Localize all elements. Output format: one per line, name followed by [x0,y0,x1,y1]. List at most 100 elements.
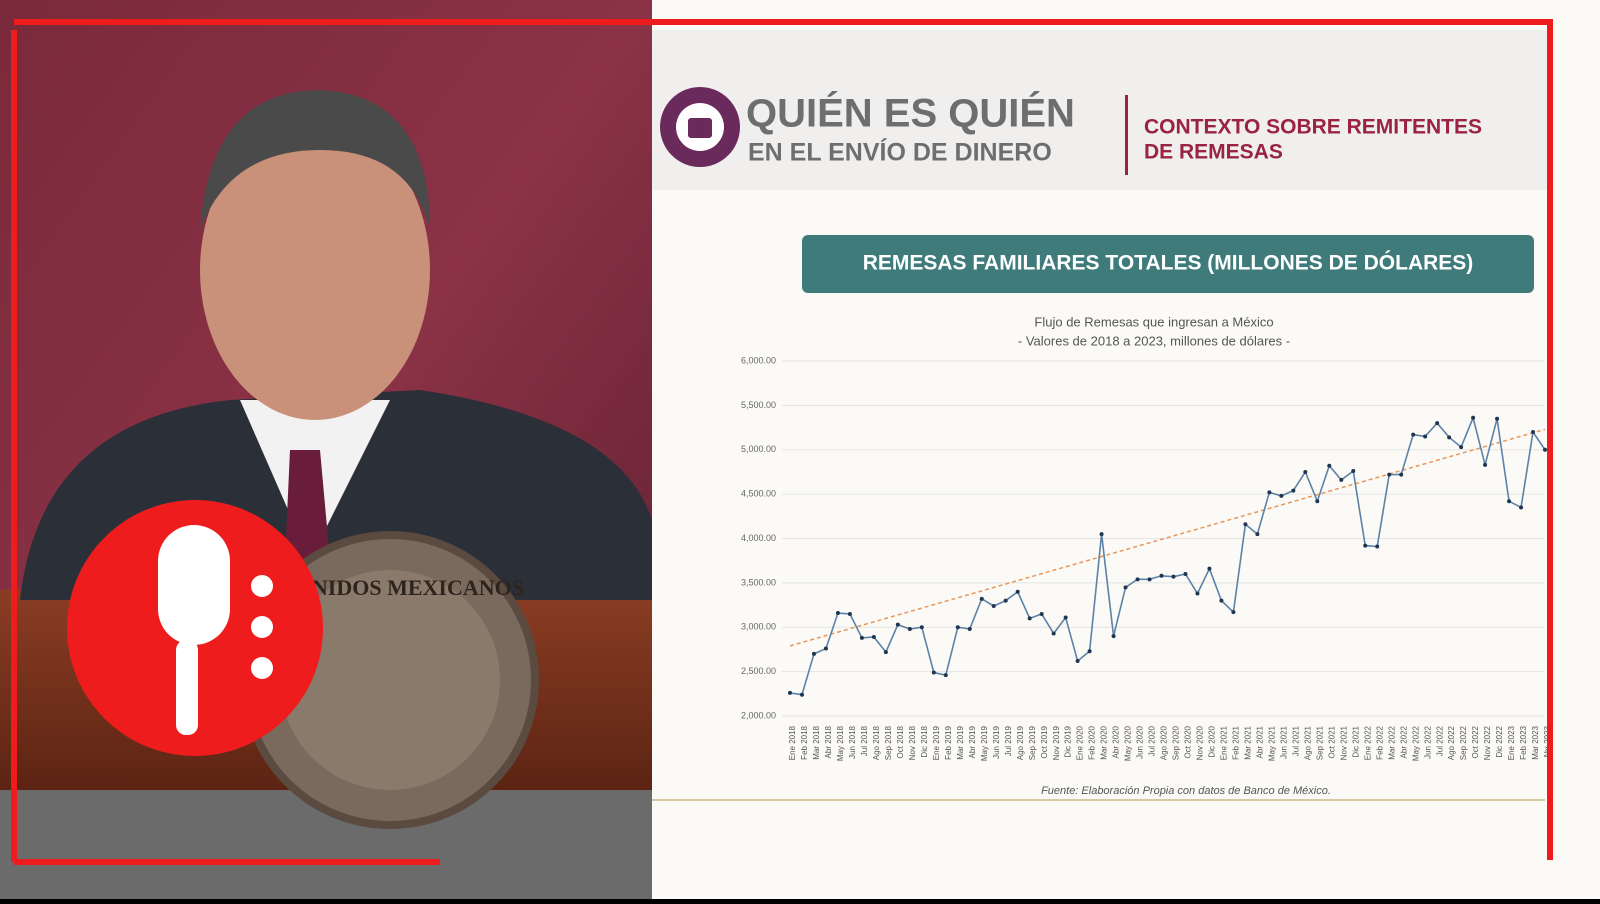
x-tick-label: Feb 2019 [944,725,953,759]
x-tick-label: Oct 2022 [1471,725,1480,758]
x-tick-label: Jun 2020 [1136,725,1145,758]
data-point [1531,430,1536,434]
x-tick-label: Abr 2020 [1112,725,1121,758]
tie [285,450,330,580]
data-point [1303,469,1308,474]
banner [802,235,1534,293]
x-tick-label: Oct 2020 [1184,725,1193,758]
x-tick-label: Mar 2022 [1387,725,1396,759]
y-tick-label: 4,000.00 [741,533,776,543]
x-tick-label: Jun 2021 [1279,725,1288,758]
frame [11,19,1553,865]
data-point [788,690,792,695]
x-tick-label: Mar 2023 [1531,725,1540,759]
header-subtitle: EN EL ENVÍO DE DINERO [748,138,1052,167]
data-point [1147,577,1152,582]
data-point [883,650,888,655]
data-point [1327,463,1332,468]
data-point [919,625,924,630]
x-tick-label: Abr 2018 [824,725,833,758]
data-point [1255,532,1260,537]
banner-text: REMESAS FAMILIARES TOTALES (MILLONES DE … [863,251,1474,275]
x-tick-label: Jun 2022 [1423,725,1432,758]
header-title: QUIÉN ES QUIÉN [746,91,1075,136]
x-tick-label: Ene 2021 [1220,725,1229,760]
data-point [811,651,816,656]
data-point [1375,544,1380,549]
data-point [1351,469,1356,474]
data-point [835,611,840,616]
x-tick-label: Ene 2020 [1076,725,1085,760]
x-tick-label: Jul 2020 [1148,725,1157,756]
x-tick-label: Nov 2019 [1052,725,1061,760]
x-tick-label: Dic 2021 [1351,725,1360,757]
x-tick-label: Abr 2019 [968,725,977,758]
data-point [1291,488,1296,493]
chart-subtitle: - Valores de 2018 a 2023, millones de dó… [1018,333,1290,348]
data-point [1075,658,1080,663]
x-tick-label: Ene 2019 [932,725,941,760]
context-line: CONTEXTO SOBRE REMITENTES [1144,116,1482,139]
x-tick-label: Oct 2018 [896,725,905,758]
data-point [1339,477,1344,482]
dot [251,616,273,638]
x-tick-label: Jul 2021 [1291,725,1300,756]
x-tick-label: Ene 2022 [1363,725,1372,760]
data-point [1459,445,1464,450]
data-point [1387,472,1392,477]
data-point [1003,598,1008,603]
x-tick-label: Ago 2021 [1303,725,1312,760]
divider [1125,95,1128,175]
data-point [823,646,828,651]
y-tick-label: 3,000.00 [741,622,776,632]
x-tick-label: Feb 2018 [800,725,809,759]
data-point [1135,577,1140,582]
data-point [931,670,936,675]
data-point [1435,421,1440,426]
data-point [1423,434,1428,439]
x-tick-label: Nov 2020 [1196,725,1205,760]
data-point [1027,616,1032,621]
x-tick-label: Dic 2019 [1064,725,1073,757]
x-tick-label: Mar 2021 [1244,725,1253,759]
data-point [1471,415,1476,420]
data-point [1207,566,1212,571]
data-point [847,611,852,616]
x-tick-label: Abr 2022 [1399,725,1408,758]
x-tick-label: Nov 2022 [1483,725,1492,760]
hair [200,90,430,230]
x-tick-label: May 2021 [1267,725,1276,761]
x-tick-label: May 2022 [1411,725,1420,761]
x-tick-label: Jun 2018 [848,725,857,758]
data-point [1267,490,1272,495]
data-point [1111,634,1116,639]
x-tick-label: Ago 2020 [1160,725,1169,760]
x-tick-label: Nov 2021 [1339,725,1348,760]
x-tick-label: May 2020 [1124,725,1133,761]
data-point [1447,435,1452,440]
data-point [1399,472,1404,477]
x-tick-label: Ago 2022 [1447,725,1456,760]
x-tick-label: Sep 2018 [884,725,893,760]
data-point [1183,572,1188,576]
slide-header [652,30,1552,190]
x-tick-label: Ago 2018 [872,725,881,760]
x-tick-label: Oct 2019 [1040,725,1049,758]
data-point [1087,649,1092,654]
data-point [799,692,804,697]
x-tick-label: Dic 2018 [920,725,929,757]
mic-head [158,525,230,645]
data-point [1507,499,1512,504]
x-tick-label: Nov 2018 [908,725,917,760]
chart-title: Flujo de Remesas que ingresan a México [1034,314,1273,329]
x-tick-label: May 2019 [980,725,989,761]
data-point [1483,462,1488,467]
mic-stem [176,640,198,735]
x-tick-label: Sep 2022 [1459,725,1468,760]
data-point [1363,543,1368,548]
x-tick-label: Feb 2022 [1375,725,1384,759]
x-tick-label: Mar 2019 [956,725,965,759]
data-point [1243,522,1248,527]
data-point [1099,532,1104,537]
